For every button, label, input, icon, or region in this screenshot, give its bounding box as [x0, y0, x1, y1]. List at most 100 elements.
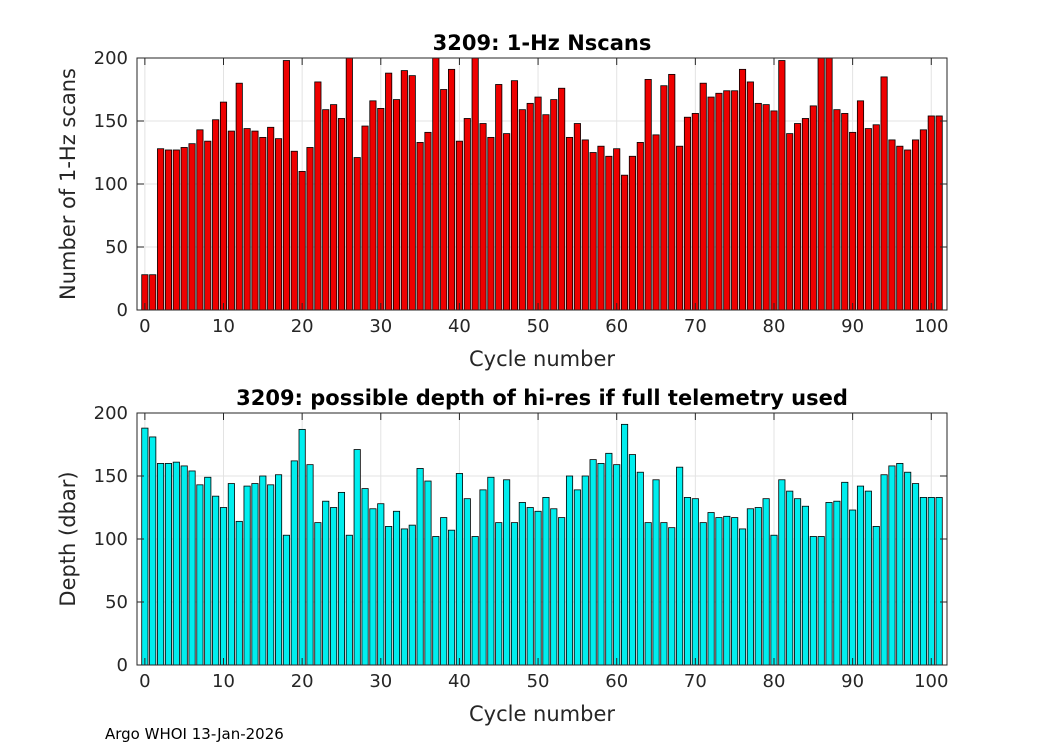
bar	[927, 497, 935, 666]
bar	[495, 84, 503, 311]
bar	[809, 536, 817, 666]
bar	[448, 68, 456, 311]
bar	[660, 522, 668, 666]
bar	[298, 170, 306, 311]
bar	[243, 485, 251, 666]
bar	[141, 427, 149, 666]
bar	[668, 73, 676, 311]
bar	[644, 522, 652, 666]
bar	[204, 476, 212, 666]
bar	[510, 522, 519, 666]
bar	[935, 115, 943, 311]
x-tick-label: 60	[605, 316, 628, 337]
bar	[707, 96, 715, 311]
bar	[676, 145, 684, 311]
bar	[558, 87, 566, 311]
bar	[172, 461, 180, 666]
bar	[770, 110, 778, 311]
bar	[369, 100, 377, 311]
x-tick-label: 80	[763, 671, 786, 692]
bar	[833, 500, 841, 666]
bar	[573, 123, 581, 311]
bar	[699, 522, 707, 666]
bar	[290, 150, 298, 311]
y-tick-label: 150	[94, 466, 128, 487]
bar	[400, 528, 408, 666]
bar	[644, 79, 652, 311]
bar	[212, 495, 220, 666]
bar	[267, 126, 275, 311]
chart-depth: 0 10 20 30 40 50 60 70 80 90 100 0 50 100 150 200 3209: …	[56, 386, 948, 726]
bar	[471, 57, 479, 311]
bar	[298, 428, 306, 666]
bar	[440, 517, 448, 666]
bar	[542, 114, 550, 311]
bar	[550, 508, 558, 666]
bar	[849, 509, 857, 666]
bar	[660, 85, 668, 311]
y-tick-label: 50	[105, 592, 128, 613]
bar	[691, 113, 699, 311]
bar	[534, 96, 542, 311]
x-tick-label: 0	[139, 671, 150, 692]
bar	[746, 508, 754, 666]
bar	[715, 517, 723, 666]
bar	[731, 90, 739, 311]
bar	[416, 468, 424, 666]
bar	[565, 475, 574, 666]
bar	[314, 81, 322, 311]
x-tick-label: 0	[139, 316, 150, 337]
bar	[282, 60, 290, 311]
bar	[377, 108, 385, 311]
bar	[440, 89, 448, 311]
bar	[361, 125, 369, 311]
bar	[558, 517, 566, 666]
bar	[715, 92, 723, 311]
bar	[801, 118, 809, 311]
bar	[801, 505, 809, 666]
bar	[597, 462, 605, 666]
bar	[589, 459, 597, 666]
y-tick-label: 200	[94, 403, 128, 424]
bar	[888, 465, 896, 666]
bar	[778, 60, 786, 311]
bar	[212, 119, 220, 311]
x-tick-label: 20	[291, 316, 314, 337]
bar	[864, 128, 872, 311]
bar	[479, 123, 487, 311]
bar	[856, 485, 865, 666]
bar	[526, 507, 534, 666]
bar	[912, 483, 920, 666]
bar	[526, 102, 534, 311]
bar	[463, 498, 471, 666]
bar	[400, 70, 408, 311]
bar	[935, 497, 943, 666]
bar	[628, 454, 636, 666]
bar	[652, 479, 660, 666]
x-tick-label: 70	[684, 671, 707, 692]
bar	[275, 138, 283, 311]
bar	[314, 522, 322, 666]
bar	[306, 464, 314, 666]
bar	[778, 479, 786, 666]
chart-title: 3209: 1-Hz Nscans	[433, 31, 652, 55]
bar	[636, 471, 644, 666]
x-tick-label: 100	[914, 671, 948, 692]
bar	[762, 104, 770, 311]
bar	[432, 57, 440, 311]
bar	[424, 480, 432, 666]
bar	[424, 131, 432, 311]
bar	[589, 152, 597, 311]
bar	[188, 143, 196, 311]
y-tick-label: 200	[94, 48, 128, 69]
bar	[392, 510, 401, 666]
x-tick-label: 90	[841, 671, 864, 692]
bar	[707, 512, 715, 666]
bar	[927, 115, 935, 311]
bar	[731, 517, 739, 666]
bar	[849, 131, 857, 311]
bar	[794, 498, 802, 666]
bar	[770, 534, 778, 666]
chart-nscans: 0 10 20 30 40 50 60 70 80 90 100 0 50 100 150 200 3209: …	[56, 31, 948, 371]
